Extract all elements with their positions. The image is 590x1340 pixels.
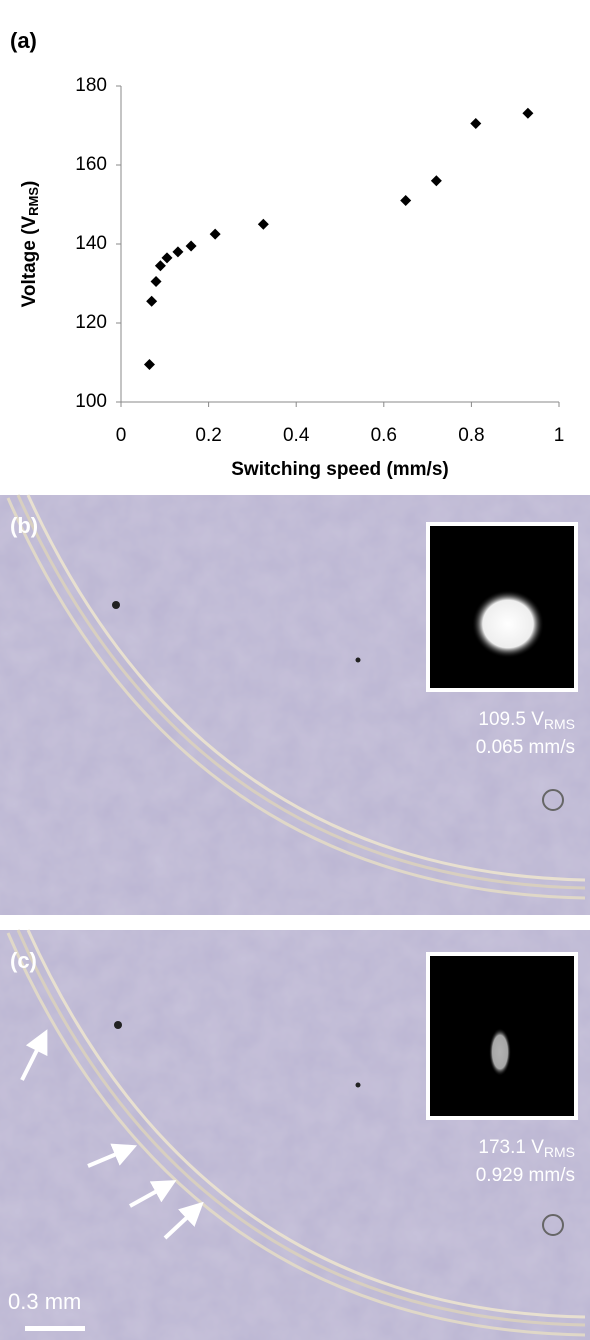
y-label-sub: RMS bbox=[26, 187, 41, 216]
inset-speed: 0.065 mm/s bbox=[476, 737, 575, 758]
scale-bar bbox=[25, 1326, 85, 1331]
fiber bbox=[6, 497, 586, 900]
point bbox=[185, 240, 197, 252]
arrow bbox=[20, 1029, 48, 1081]
point bbox=[522, 107, 534, 119]
debris bbox=[542, 789, 564, 811]
x-tick-label: 0.4 bbox=[283, 425, 310, 446]
debris bbox=[112, 601, 120, 609]
point bbox=[257, 218, 269, 230]
panel-label: (b) bbox=[10, 513, 38, 538]
plot: 100 120 140 160 180 0 0.2 0.4 0.6 0.8 1 bbox=[75, 75, 564, 446]
x-axis-label: Switching speed (mm/s) bbox=[231, 459, 448, 480]
y-tick-label: 140 bbox=[75, 233, 107, 254]
x-tick-label: 1 bbox=[554, 425, 565, 446]
panel-label: (c) bbox=[10, 948, 37, 973]
point bbox=[146, 295, 158, 307]
inset-voltage: 109.5 VRMS bbox=[478, 709, 575, 732]
y-axis-label: Voltage (VRMS) bbox=[19, 181, 41, 308]
debris bbox=[355, 657, 361, 663]
arrow bbox=[163, 1201, 204, 1240]
point bbox=[209, 228, 221, 240]
panel-label: (a) bbox=[10, 28, 37, 53]
y-tick-label: 180 bbox=[75, 75, 107, 96]
x-tick-label: 0.8 bbox=[458, 425, 484, 446]
arrow bbox=[129, 1180, 177, 1208]
voltage: 173.1 V bbox=[478, 1137, 544, 1158]
y-label-end: ) bbox=[19, 181, 40, 187]
inset-voltage: 173.1 VRMS bbox=[478, 1137, 575, 1160]
y-tick-label: 160 bbox=[75, 154, 107, 175]
voltage-sub: RMS bbox=[544, 1144, 575, 1160]
y-tick-label: 100 bbox=[75, 391, 107, 412]
x-tick-label: 0 bbox=[116, 425, 127, 446]
point bbox=[400, 195, 412, 207]
point bbox=[470, 118, 482, 130]
voltage: 109.5 V bbox=[478, 709, 544, 730]
y-tick-label: 120 bbox=[75, 312, 107, 333]
scale-bar-label: 0.3 mm bbox=[8, 1289, 81, 1314]
inset-spot bbox=[489, 1028, 511, 1076]
voltage-sub: RMS bbox=[544, 716, 575, 732]
inset-spot bbox=[472, 590, 544, 658]
point bbox=[172, 246, 184, 258]
micrograph-c: 173.1 VRMS 0.929 mm/s (c) 0.3 mm bbox=[0, 929, 590, 1340]
x-tick-label: 0.2 bbox=[195, 425, 221, 446]
point bbox=[143, 358, 155, 370]
fiber bbox=[16, 494, 586, 890]
point bbox=[430, 175, 442, 187]
micrograph-b: 109.5 VRMS 0.065 mm/s (b) bbox=[0, 494, 590, 915]
point bbox=[154, 260, 166, 272]
fiber bbox=[26, 929, 586, 1319]
debris bbox=[355, 1082, 361, 1088]
arrow bbox=[87, 1143, 138, 1168]
fiber bbox=[16, 929, 586, 1327]
x-tick-label: 0.6 bbox=[371, 425, 397, 446]
point bbox=[150, 276, 162, 288]
debris bbox=[114, 1021, 122, 1029]
fiber bbox=[6, 932, 586, 1337]
point bbox=[161, 252, 173, 264]
fiber bbox=[26, 494, 586, 882]
y-label-main: Voltage (V bbox=[19, 216, 40, 308]
debris bbox=[542, 1214, 564, 1236]
inset-speed: 0.929 mm/s bbox=[476, 1165, 575, 1186]
